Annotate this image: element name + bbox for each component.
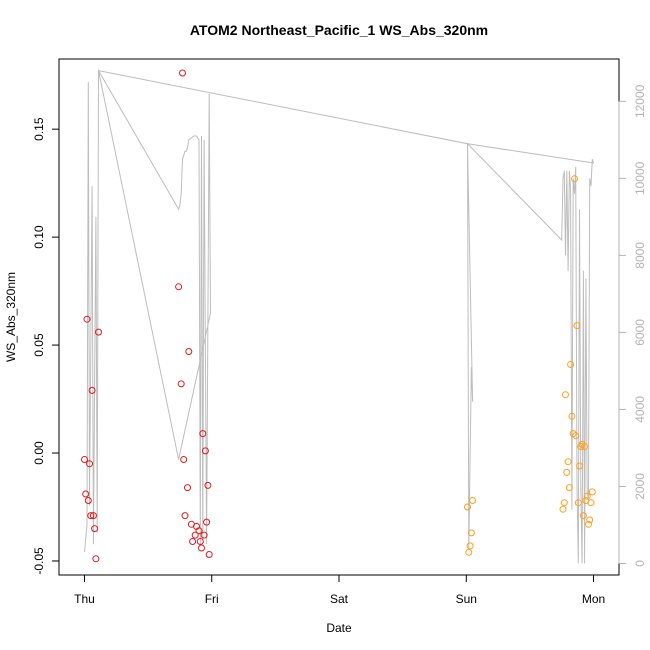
scatter-point-s1-25 bbox=[198, 544, 205, 552]
scatter-point-s1-29 bbox=[203, 518, 211, 526]
scatter-point-s2-16 bbox=[572, 432, 580, 440]
scatter-point-s1-7 bbox=[88, 386, 96, 394]
y2-tick-label-2: 2000 bbox=[633, 473, 647, 500]
scatter-point-s2-3 bbox=[466, 542, 474, 550]
scatter-point-s2-19 bbox=[576, 462, 583, 470]
y2-tick-label-7: 12000 bbox=[633, 84, 647, 118]
scatter-point-s2-11 bbox=[565, 484, 573, 492]
scatter-point-s1-17 bbox=[184, 484, 191, 492]
x-tick-label-4: Sun bbox=[456, 592, 477, 606]
scatter-point-s1-20 bbox=[189, 538, 197, 545]
scatter-point-s2-5 bbox=[469, 497, 477, 504]
right-axis-line-series bbox=[84, 68, 595, 564]
x-tick-label-3: Sat bbox=[330, 592, 349, 606]
scatter-point-s1-13 bbox=[177, 380, 185, 388]
scatter-point-s1-31 bbox=[205, 551, 213, 558]
scatter-point-s2-4 bbox=[467, 529, 475, 537]
scatter-point-s1-12 bbox=[175, 283, 183, 291]
scatter-point-s1-26 bbox=[199, 430, 207, 438]
scatter-point-s1-14 bbox=[179, 69, 186, 77]
scatter-point-s2-18 bbox=[574, 499, 582, 507]
y-tick-label-5: 0.15 bbox=[32, 117, 46, 141]
y-axis-label: WS_Abs_320nm bbox=[4, 272, 18, 362]
scatter-point-s1-28 bbox=[201, 447, 209, 455]
scatter-point-s1-2 bbox=[82, 490, 90, 498]
scatter-point-s2-22 bbox=[579, 512, 587, 520]
scatter-point-s1-10 bbox=[92, 555, 100, 563]
y-tick-label-4: 0.10 bbox=[32, 225, 46, 249]
scatter-point-s1-3 bbox=[83, 315, 91, 323]
scatter-point-s1-5 bbox=[86, 460, 93, 468]
scatter-point-s2-2 bbox=[465, 548, 473, 556]
y-axis-right: 0 2000 4000 6000 8000 10000 12000 bbox=[618, 84, 647, 567]
scatter-point-s2-7 bbox=[560, 499, 568, 507]
scatter-point-s1-1 bbox=[81, 456, 88, 463]
x-tick-label-1: Thu bbox=[74, 592, 95, 606]
scatter-point-s1-21 bbox=[191, 531, 199, 539]
y2-tick-label-6: 10000 bbox=[633, 161, 647, 195]
scatter-point-s1-16 bbox=[181, 512, 189, 520]
y2-tick-label-1: 0 bbox=[633, 560, 647, 567]
scatter-point-s2-28 bbox=[587, 499, 595, 507]
x-tick-label-5: Mon bbox=[582, 592, 605, 606]
scatter-point-s1-23 bbox=[195, 527, 203, 535]
y-tick-label-2: 0.00 bbox=[32, 441, 46, 465]
y-axis-left: -0.05 0.00 0.05 0.10 0.15 bbox=[32, 117, 60, 575]
y-tick-label-3: 0.05 bbox=[32, 333, 46, 357]
scatter-point-s1-6 bbox=[87, 512, 95, 520]
scatter-point-s2-26 bbox=[585, 520, 592, 528]
scatter-point-s2-1 bbox=[464, 503, 471, 511]
scatter-point-s1-24 bbox=[196, 538, 204, 545]
line-series-path bbox=[84, 68, 595, 564]
x-axis-label: Date bbox=[326, 621, 352, 635]
plot-frame bbox=[58, 58, 620, 576]
scatter-point-s1-11 bbox=[95, 328, 102, 336]
scatter-point-s2-15 bbox=[571, 175, 578, 183]
scatter-point-s1-15 bbox=[180, 456, 188, 463]
x-tick-label-2: Fri bbox=[205, 592, 219, 606]
scatter-point-s2-8 bbox=[562, 391, 569, 399]
scatter-point-s1-27 bbox=[200, 531, 208, 539]
scatter-point-s1-8 bbox=[89, 512, 97, 520]
scatter-point-s1-18 bbox=[185, 348, 193, 355]
scatter-point-s2-23 bbox=[581, 443, 589, 450]
scatter-point-s2-9 bbox=[563, 468, 571, 476]
chart-title: ATOM2 Northeast_Pacific_1 WS_Abs_320nm bbox=[190, 22, 488, 38]
scatter-point-s2-27 bbox=[586, 516, 594, 524]
scatter-point-s1-4 bbox=[84, 497, 92, 504]
scatter-point-s2-17 bbox=[573, 322, 581, 330]
y2-tick-label-3: 4000 bbox=[633, 396, 647, 423]
scatter-point-s2-10 bbox=[564, 458, 572, 466]
scatter-point-s2-13 bbox=[568, 412, 576, 420]
scatter-point-s2-25 bbox=[583, 492, 591, 500]
scatter-points bbox=[81, 69, 596, 563]
scatter-point-s2-29 bbox=[588, 488, 596, 496]
scatter-point-s2-6 bbox=[559, 505, 567, 513]
x-axis: Thu Fri Sat Sun Mon bbox=[74, 574, 605, 606]
scatter-point-s1-9 bbox=[91, 525, 99, 533]
y2-tick-label-4: 6000 bbox=[633, 319, 647, 346]
scatter-point-s2-12 bbox=[567, 361, 575, 368]
scatter-point-s1-30 bbox=[204, 481, 212, 489]
y2-tick-label-5: 8000 bbox=[633, 242, 647, 269]
y-tick-label-1: -0.05 bbox=[32, 547, 46, 575]
